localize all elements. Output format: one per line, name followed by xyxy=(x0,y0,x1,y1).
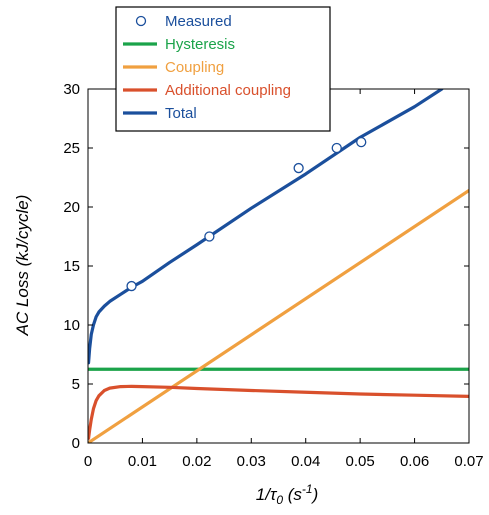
x-tick-label: 0.04 xyxy=(291,453,320,470)
measured-point xyxy=(204,231,215,242)
y-tick-label: 5 xyxy=(72,376,80,393)
legend-label-measured: Measured xyxy=(165,13,232,30)
y-tick-label: 20 xyxy=(63,199,80,216)
y-tick-label: 0 xyxy=(72,435,80,452)
measured-point xyxy=(356,136,367,148)
x-axis-label-main: 1/τ xyxy=(256,485,278,504)
measured-point xyxy=(331,142,342,154)
legend-label-coupling: Coupling xyxy=(165,59,224,76)
x-tick-label: 0.05 xyxy=(346,453,375,470)
x-axis-label-unit-close: ) xyxy=(311,485,319,504)
x-axis-label-subscript: 0 xyxy=(276,493,283,507)
x-tick-label: 0.02 xyxy=(182,453,211,470)
x-tick-label: 0.06 xyxy=(400,453,429,470)
y-tick-label: 30 xyxy=(63,81,80,98)
measured-point xyxy=(293,162,304,174)
legend-box xyxy=(115,6,331,132)
series-line-total xyxy=(88,89,444,365)
plot-area xyxy=(88,89,469,443)
x-axis-label-unit-exponent: -1 xyxy=(302,482,313,496)
x-tick-label: 0.01 xyxy=(128,453,157,470)
y-axis-label: AC Loss (kJ/cycle) xyxy=(13,195,32,337)
x-tick-label: 0 xyxy=(84,453,92,470)
legend-marker-measured xyxy=(135,15,147,27)
legend: Measured Hysteresis Coupling Additional cou… xyxy=(115,6,331,132)
measured-point xyxy=(126,280,137,292)
legend-label-hysteresis: Hysteresis xyxy=(165,36,235,53)
x-axis-label: 1/τ0 (s-1) xyxy=(256,482,318,507)
y-tick-label: 25 xyxy=(63,140,80,157)
y-tick-label: 15 xyxy=(63,258,80,275)
tick-labels: 0 0.01 0.02 0.03 0.04 0.05 0.06 0.07 0 5 10 15 20 25 3… xyxy=(63,81,483,470)
series-line-coupling xyxy=(88,188,469,443)
y-tick-label: 10 xyxy=(63,317,80,334)
x-axis-label-unit: (s xyxy=(283,485,302,504)
x-tick-label: 0.03 xyxy=(237,453,266,470)
legend-label-additional-coupling: Additional coupling xyxy=(165,82,291,99)
legend-label-total: Total xyxy=(165,105,197,122)
series-line-additional-coupling xyxy=(88,384,469,440)
x-tick-label: 0.07 xyxy=(454,453,483,470)
